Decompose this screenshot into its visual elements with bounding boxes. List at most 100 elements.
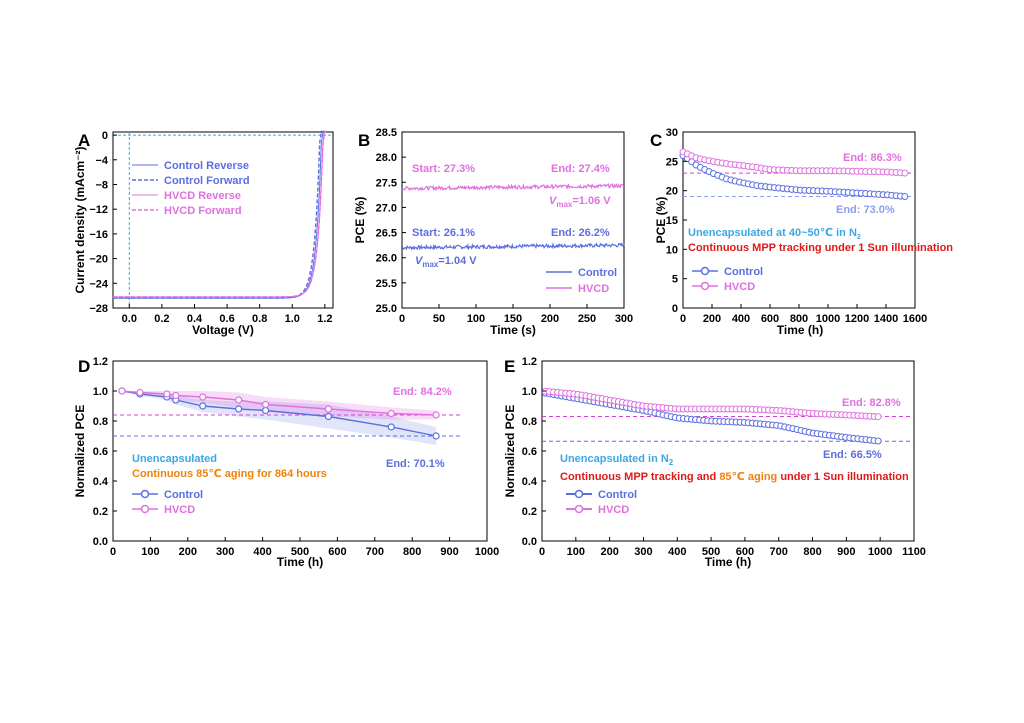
panel-b-ytick-label: 25.0	[376, 303, 397, 315]
panel-b-xtick-label: 100	[467, 313, 485, 325]
panel-c-xtick-label: 400	[732, 313, 750, 325]
panel-b-xtick-label: 200	[541, 313, 559, 325]
panel-e-ytick-label: 0.0	[522, 536, 537, 548]
panel-c-ytick-label: 10	[666, 244, 678, 256]
panel-c-legend-label: Control	[724, 266, 763, 278]
panel-c-xtick-label: 200	[703, 313, 721, 325]
panel-e-xtick-label: 300	[634, 546, 652, 558]
panel-e-xtick-label: 600	[736, 546, 754, 558]
panel-d-xtick-label: 0	[110, 546, 116, 558]
panel-d-point-1	[432, 411, 440, 419]
panel-a-xtick-label: 0.4	[187, 313, 203, 325]
panel-d-point-1	[118, 387, 126, 395]
panel-b-ytick-label: 27.5	[376, 177, 397, 189]
panel-d-point-1	[199, 393, 207, 401]
panel-b-hvcd-start: Start: 27.3%	[412, 163, 475, 175]
panel-c-ytick-label: 5	[672, 274, 678, 286]
panel-d-point-1	[136, 388, 144, 397]
panel-a-ytick-label: −4	[95, 155, 108, 167]
panel-b-ytick-label: 28.0	[376, 152, 397, 164]
panel-b-legend-label: Control	[578, 267, 617, 279]
panel-e-control-end: End: 66.5%	[823, 449, 882, 461]
panel-b-ylabel: PCE (%)	[353, 197, 367, 244]
panel-a-jv-curves: 0.0 0.2 0.4 0.6 0.8 1.0 1.2 0 −4 −8 −12 −16 −20 −24 −2…	[73, 130, 334, 337]
panel-d-point-1	[163, 390, 171, 398]
panel-d-point-1	[324, 405, 333, 413]
panel-b-hvcd-vmax: Vmax=1.06 V	[549, 195, 611, 209]
panel-e-ytick-label: 0.4	[522, 476, 538, 488]
panel-d-condition-1: Unencapsulated	[132, 453, 217, 465]
panel-a-xtick-label: 1.0	[285, 313, 300, 325]
panel-a-ytick-label: 0	[102, 130, 108, 142]
panel-e-xtick-label: 0	[539, 546, 545, 558]
panel-d-control-end: End: 70.1%	[386, 458, 445, 470]
panel-b-ytick-label: 26.0	[376, 253, 397, 265]
panel-e-condition-2: Continuous MPP tracking and 85℃ aging un…	[560, 471, 909, 483]
panel-d-xtick-label: 500	[291, 546, 309, 558]
panel-a-ytick-label: −24	[89, 278, 109, 290]
panel-c-xtick-label: 1600	[903, 313, 927, 325]
panel-d-point-0	[432, 432, 440, 440]
panel-a-xtick-label: 0.2	[154, 313, 169, 325]
panel-d-legend-label: Control	[164, 489, 203, 501]
panel-c-xtick-label: 0	[680, 313, 686, 325]
panel-d-point-1	[261, 400, 270, 409]
panel-a-xtick-label: 0.0	[122, 313, 137, 325]
panel-a-series-3	[113, 130, 327, 298]
panel-a-ylabel: Current density (mAcm⁻²)	[73, 146, 87, 293]
panel-b-control-end: End: 26.2%	[551, 227, 610, 239]
panel-e-xtick-label: 900	[837, 546, 855, 558]
panel-d-ytick-label: 0.6	[93, 446, 108, 458]
panel-b-control-vmax: Vmax=1.04 V	[415, 255, 477, 269]
panel-d-ytick-label: 1.0	[93, 386, 108, 398]
panel-d-ytick-label: 0.8	[93, 416, 108, 428]
panel-d-series-line-0	[121, 390, 437, 437]
panel-d-xtick-label: 100	[141, 546, 159, 558]
panel-e-legend: Control HVCD	[566, 489, 637, 516]
panel-b-xtick-label: 50	[433, 313, 445, 325]
panel-d-xlabel: Time (h)	[277, 555, 323, 569]
panel-d-xtick-label: 300	[216, 546, 234, 558]
panel-e-xtick-label: 1100	[902, 546, 926, 558]
panel-a-legend-label: Control Forward	[164, 175, 250, 187]
panel-d-point-0	[199, 402, 207, 410]
panel-b-ytick-label: 27.0	[376, 202, 397, 214]
panel-e-ytick-label: 0.8	[522, 416, 537, 428]
panel-a-ytick-label: −8	[95, 179, 108, 191]
panel-b-xtick-label: 0	[399, 313, 405, 325]
panel-e-legend-label: Control	[598, 489, 637, 501]
panel-e-ytick-label: 1.0	[522, 386, 537, 398]
panel-a-xlabel: Voltage (V)	[192, 323, 254, 337]
panel-b-xlabel: Time (s)	[490, 323, 536, 337]
panel-c-xtick-label: 600	[761, 313, 779, 325]
panel-a-legend-label: Control Reverse	[164, 160, 249, 172]
panel-e-point-1	[874, 413, 882, 421]
panel-e-ytick-label: 0.6	[522, 446, 537, 458]
panel-d-hvcd-end: End: 84.2%	[393, 386, 452, 398]
panel-b-legend: Control HVCD	[546, 267, 617, 295]
panel-e-xtick-label: 400	[668, 546, 686, 558]
panel-c-condition-1: Unencapsulated at 40~50℃ in N2	[688, 227, 861, 241]
panel-b-hvcd-end: End: 27.4%	[551, 163, 610, 175]
panel-e-legend-marker	[574, 489, 584, 499]
panel-d-ytick-label: 0.4	[93, 476, 109, 488]
panel-letter-b: B	[358, 131, 370, 150]
panel-d-legend-marker	[140, 504, 150, 514]
panel-d-point-0	[387, 423, 395, 431]
panel-letter-a: A	[78, 131, 90, 150]
panel-d-xtick-label: 600	[328, 546, 346, 558]
panel-d-point-0	[261, 406, 270, 415]
panel-d-xtick-label: 700	[366, 546, 384, 558]
panel-b-pce-vs-time: 0 50 100 150 200 250 300 25.0 25.5 26.0 26.5 27.0 27…	[353, 127, 633, 337]
panel-b-ytick-label: 26.5	[376, 228, 397, 240]
panel-d-point-1	[235, 396, 243, 404]
panel-c-xtick-label: 800	[790, 313, 808, 325]
panel-d-xtick-label: 900	[440, 546, 458, 558]
panel-c-xtick-label: 1200	[845, 313, 869, 325]
panel-c-condition-2: Continuous MPP tracking under 1 Sun illu…	[688, 242, 953, 254]
panel-c-legend: Control HVCD	[692, 266, 763, 293]
panel-c-ytick-label: 30	[666, 127, 678, 139]
panel-c-xlabel: Time (h)	[777, 323, 823, 337]
panel-letter-c: C	[650, 131, 662, 150]
